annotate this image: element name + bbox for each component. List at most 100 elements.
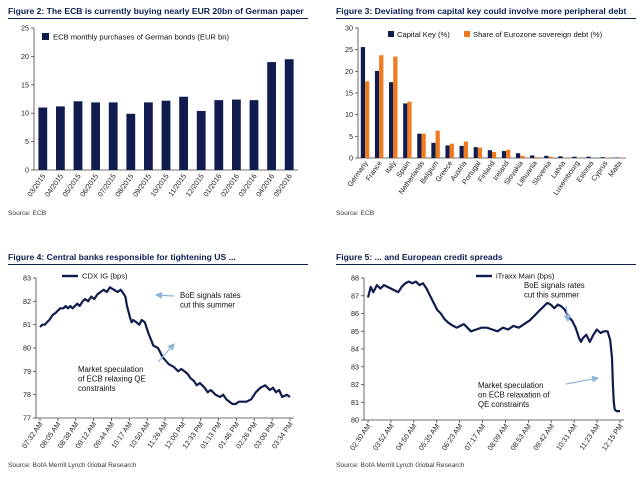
figure-3-title-rule [336,18,636,19]
fig3-bar-Slovenia-s1 [548,156,553,158]
fig2-bar-05/2016 [284,59,294,170]
fig5-x-tick-label: 05:35 AM [417,422,442,452]
fig5-legend-label: iTraxx Main (bps) [496,272,555,281]
fig2-y-tick-label: 5 [25,137,29,146]
fig3-bar-France-s0 [374,70,380,158]
fig3-bar-Spain-s1 [407,101,412,158]
figure-3-title: Figure 3: Deviating from capital key cou… [336,6,627,16]
fig3-y-tick-label: 25 [345,45,353,54]
fig5-y-tick-label: 85 [351,327,359,336]
fig3-y-tick-label: 0 [349,154,353,163]
fig5-x-tick-label: 07:17 AM [462,422,487,452]
fig2-y-tick-label: 20 [21,52,29,61]
fig5-x-tick-label: 12:15 PM [600,422,625,452]
figure-2-source: Source: ECB [8,210,47,217]
fig3-y-tick-label: 5 [349,132,353,141]
fig2-bar-10/2015 [161,100,171,170]
fig5-x-tick-label: 02:30 AM [348,422,373,452]
fig3-bar-Belgium-s0 [431,142,436,158]
fig3-legend-swatch-0 [388,31,394,37]
fig5-annotation-1-line: QE constraints [478,400,529,409]
fig3-bar-France-s1 [379,55,384,158]
figure-2-title-rule [8,18,308,19]
fig4-series-line [39,286,291,406]
fig2-bar-02/2016 [232,99,241,170]
fig3-bar-Finland-s0 [487,150,492,158]
fig5-annotation-1-line: Market speculation [478,381,543,390]
fig5-y-tick-label: 84 [351,345,359,354]
figure-4-source: Source: BofA Merrill Lynch Global Resear… [8,462,137,469]
fig2-bar-06/2015 [91,102,100,170]
fig3-bar-Ireland-s0 [501,151,507,158]
fig3-bar-Finland-s1 [492,151,497,158]
figure-2-chart: 051015202503/201504/201505/201506/201507… [21,24,298,198]
fig5-y-tick-label: 80 [351,416,359,425]
fig3-bar-Slovakia-s1 [520,155,525,158]
fig3-legend-swatch-1 [464,31,470,37]
fig3-bar-Germany-s0 [360,47,366,158]
fig2-bar-11/2015 [179,96,188,170]
fig3-bar-Italy-s0 [389,82,394,158]
fig3-bar-Belgium-s1 [435,130,440,158]
fig5-y-tick-label: 87 [351,291,359,300]
fig3-bar-Ireland-s1 [506,149,511,158]
fig2-y-tick-label: 15 [21,80,29,89]
fig5-annotation-arrow-0 [563,305,571,323]
fig4-y-tick-label: 82 [23,297,31,306]
fig5-x-tick-label: 11:23 AM [577,422,601,452]
fig3-bar-Netherlands-s0 [417,133,422,158]
figure-2-title: Figure 2: The ECB is currently buying ne… [8,6,304,16]
fig4-annotation-1-line: Market speculation [78,365,143,374]
fig4-annotation-1-line: constraints [78,384,116,393]
fig2-bar-03/2015 [38,107,48,170]
fig3-bar-Germany-s1 [365,81,370,158]
fig4-legend-label: CDX IG (bps) [82,272,128,281]
fig3-bar-Portugal-s0 [473,147,478,158]
fig3-bar-Greece-s1 [449,143,454,158]
fig3-bar-Spain-s0 [403,103,408,158]
fig4-annotation-1-line: of ECB relaxing QE [78,375,146,384]
fig2-y-tick-label: 25 [21,24,29,33]
fig2-bar-04/2016 [267,62,276,170]
figure-5-panel: Figure 5: ... and European credit spread… [336,252,636,478]
fig5-y-tick-label: 86 [351,309,359,318]
fig5-y-tick-label: 82 [351,380,359,389]
figure-5-title-rule [336,264,636,265]
fig5-x-tick-label: 03:52 AM [371,422,396,452]
fig2-y-tick-label: 0 [25,166,29,175]
fig2-bar-05/2015 [73,101,83,170]
fig2-y-tick-label: 10 [21,109,29,118]
fig5-y-tick-label: 81 [351,398,359,407]
fig4-y-tick-label: 83 [23,274,31,283]
fig3-bar-Latvia-s0 [558,156,563,158]
fig3-bar-Italy-s1 [393,56,398,158]
fig3-bar-Greece-s0 [445,145,450,158]
fig2-legend-swatch [42,33,49,40]
fig4-y-tick-label: 77 [23,414,31,423]
fig5-x-tick-label: 09:42 AM [531,422,556,452]
fig5-annotation-arrow-1 [565,375,600,385]
fig4-annotation-arrow-1 [157,343,175,363]
fig5-annotation-0-line: cut this summer [524,291,579,300]
fig3-legend-label-1: Share of Eurozone sovereign debt (%) [473,30,603,39]
figure-2-panel: Figure 2: The ECB is currently buying ne… [8,6,308,228]
fig5-y-tick-label: 88 [351,274,359,283]
fig3-bar-Netherlands-s1 [421,133,426,158]
fig3-bar-Luxembourg-s0 [572,156,577,158]
fig2-x-tick-label: 05/2016 [272,172,294,198]
fig3-bar-Austria-s0 [459,145,464,158]
fig3-bar-Cyprus-s0 [600,157,605,158]
fig2-bar-12/2015 [196,110,206,170]
fig4-y-tick-label: 78 [23,390,31,399]
figure-5-source: Source: BofA Merrill Lynch Global Resear… [336,462,465,469]
figure-4-title-rule [8,264,308,265]
fig5-x-tick-label: 10:31 AM [554,422,579,452]
fig3-y-tick-label: 20 [345,67,353,76]
fig5-x-tick-label: 08:09 AM [485,422,510,452]
fig3-y-tick-label: 10 [345,110,353,119]
fig3-legend-label-0: Capital Key (%) [397,30,450,39]
fig3-bar-Slovenia-s0 [544,155,549,158]
figure-4-title: Figure 4: Central banks responsible for … [8,252,236,262]
